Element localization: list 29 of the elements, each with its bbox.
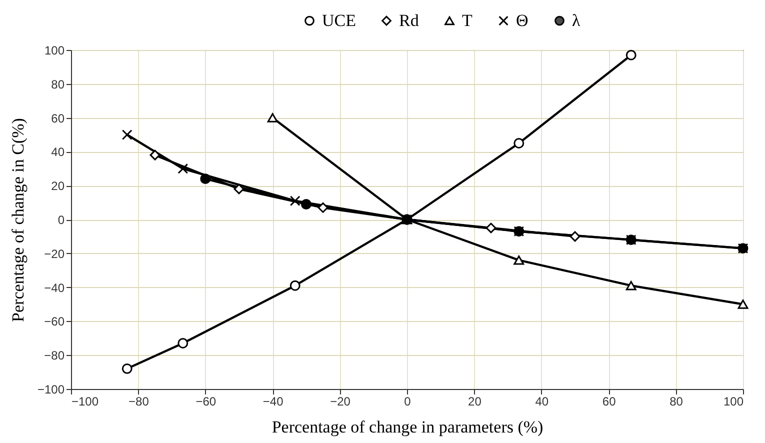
- legend-label: Rd: [399, 10, 420, 30]
- legend-label: T: [462, 10, 473, 30]
- legend-label: λ: [572, 10, 581, 30]
- y-tick-label: 0: [58, 213, 65, 227]
- x-tick-label: −60: [196, 394, 216, 408]
- x-tick-label: 60: [602, 394, 616, 408]
- legend-label: Θ: [516, 10, 528, 30]
- x-tick-label: 40: [535, 394, 549, 408]
- y-tick-label: −40: [44, 280, 65, 295]
- legend-label: UCE: [322, 10, 356, 30]
- y-tick-label: 20: [51, 179, 65, 194]
- x-axis-title: Percentage of change in parameters (%): [272, 418, 544, 436]
- x-tick-label: −100: [72, 394, 99, 408]
- y-tick-label: 80: [51, 77, 65, 92]
- y-tick-label: −20: [44, 246, 65, 261]
- y-tick-label: −100: [37, 382, 65, 396]
- y-tick-label: 100: [44, 44, 65, 58]
- x-tick-label: −20: [330, 394, 351, 408]
- y-tick-label: −60: [44, 314, 65, 329]
- x-tick-label: 100: [723, 394, 744, 408]
- x-tick-label: −80: [128, 394, 150, 408]
- x-tick-label: −40: [262, 394, 284, 408]
- y-tick-label: −80: [44, 348, 65, 363]
- y-axis-title: Percentage of change in C(%): [8, 118, 28, 322]
- x-tick-label: 20: [468, 394, 482, 408]
- y-tick-label: 40: [51, 145, 65, 160]
- x-tick-label: 0: [404, 394, 412, 408]
- x-tick-label: 80: [670, 394, 684, 408]
- y-tick-label: 60: [51, 111, 65, 126]
